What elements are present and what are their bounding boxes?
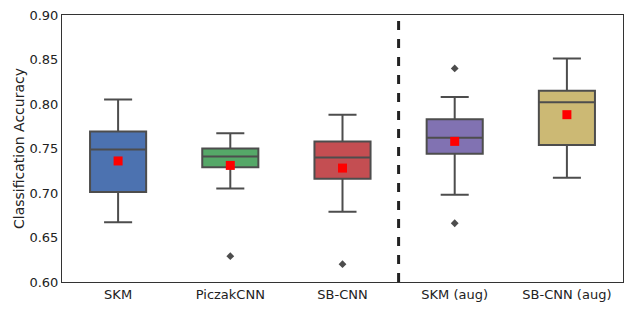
svg-text:Classification Accuracy: Classification Accuracy bbox=[11, 68, 27, 229]
svg-text:0.60: 0.60 bbox=[29, 275, 58, 290]
svg-text:SKM (aug): SKM (aug) bbox=[421, 287, 488, 302]
svg-text:SB-CNN (aug): SB-CNN (aug) bbox=[522, 287, 611, 302]
svg-text:0.90: 0.90 bbox=[29, 8, 58, 23]
svg-text:SB-CNN: SB-CNN bbox=[317, 287, 367, 302]
svg-text:0.70: 0.70 bbox=[29, 186, 58, 201]
svg-text:0.80: 0.80 bbox=[29, 97, 58, 112]
svg-text:0.85: 0.85 bbox=[29, 52, 58, 67]
svg-text:0.65: 0.65 bbox=[29, 230, 58, 245]
svg-text:0.75: 0.75 bbox=[29, 141, 58, 156]
svg-text:PiczakCNN: PiczakCNN bbox=[196, 287, 265, 302]
svg-text:SKM: SKM bbox=[104, 287, 132, 302]
